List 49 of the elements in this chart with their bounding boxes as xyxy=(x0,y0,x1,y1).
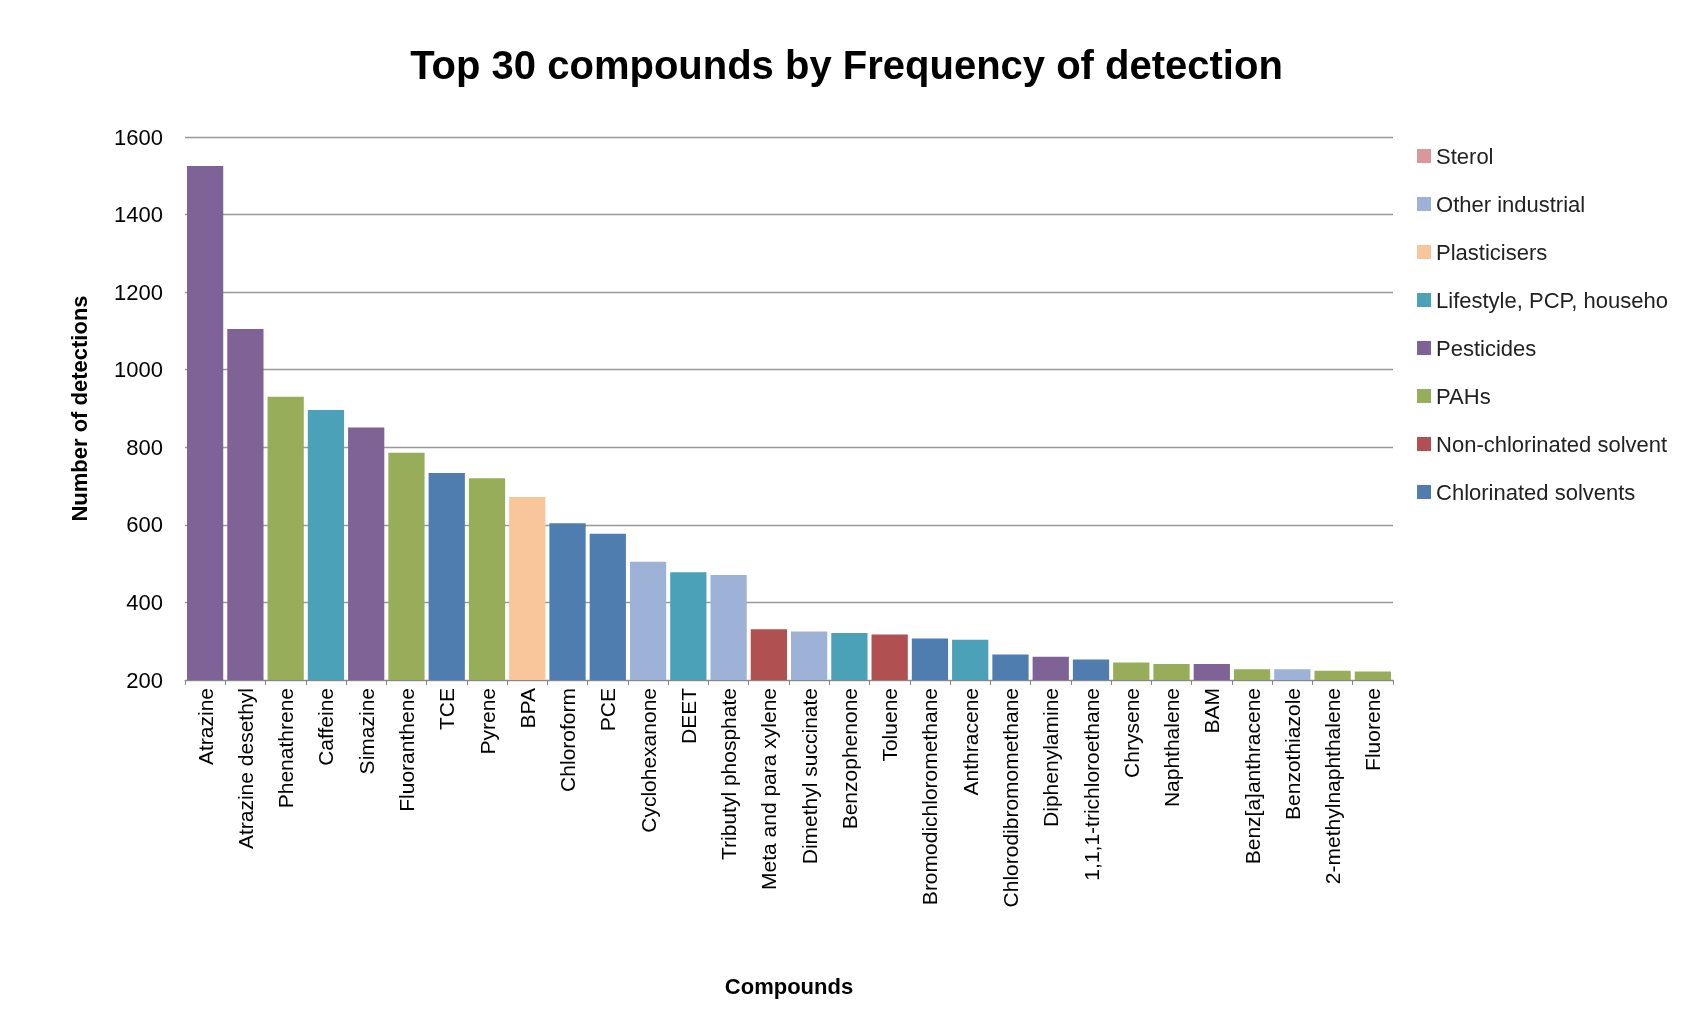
x-tick-label: Pyrene xyxy=(475,688,499,755)
x-tick-label: TCE xyxy=(435,688,459,730)
x-tick-label: Phenathrene xyxy=(274,688,298,809)
chart-title: Top 30 compounds by Frequency of detection xyxy=(410,43,1283,87)
y-tick-label: 1400 xyxy=(114,202,163,228)
y-tick-label: 600 xyxy=(126,512,163,538)
x-tick-label: Anthracene xyxy=(958,688,982,796)
x-tick-label: 2-methylnaphthalene xyxy=(1321,688,1345,885)
x-tick-label: Chrysene xyxy=(1119,688,1143,778)
x-tick-label: Fluoranthene xyxy=(394,688,418,812)
y-tick-label: 800 xyxy=(126,434,163,460)
x-tick-label: Naphthalene xyxy=(1160,688,1184,808)
x-tick-label: DEET xyxy=(676,687,700,745)
y-tick-label: 1200 xyxy=(114,279,163,305)
x-tick-label: Bromodichloromethane xyxy=(918,688,942,906)
legend-label: Other industrial xyxy=(1436,191,1586,217)
x-tick-label: Chloroform xyxy=(556,688,580,792)
legend-label: Pesticides xyxy=(1436,335,1537,361)
x-tick-label: Caffeine xyxy=(314,688,338,766)
legend-label: Lifestyle, PCP, househo xyxy=(1436,287,1668,313)
x-tick-label: Meta and para xylene xyxy=(757,688,781,890)
x-tick-label: Simazine xyxy=(354,688,378,775)
y-tick-label: 200 xyxy=(126,667,163,693)
y-tick-label: 1600 xyxy=(114,124,163,150)
x-tick-label: Atrazine desethyl xyxy=(233,688,257,850)
x-tick-label: Diphenylamine xyxy=(1039,688,1063,827)
y-axis-title: Number of detections xyxy=(66,295,92,522)
x-tick-label: 1,1,1-trichloroethane xyxy=(1079,688,1103,881)
y-tick-label: 400 xyxy=(126,589,163,615)
x-tick-label: Toluene xyxy=(878,688,902,762)
x-tick-label: PCE xyxy=(596,688,620,732)
x-tick-label: Benzothiazole xyxy=(1280,688,1304,820)
x-tick-label: Chlorodibromomethane xyxy=(998,688,1022,908)
x-tick-label: Benzophenone xyxy=(837,688,861,830)
y-tick-label: 1000 xyxy=(114,357,163,383)
x-axis-title: Compounds xyxy=(724,973,854,999)
x-tick-label: BAM xyxy=(1200,688,1224,734)
legend-label: PAHs xyxy=(1436,383,1491,409)
x-tick-label: Tributyl phosphate xyxy=(717,688,741,860)
x-tick-label: Cyclohexanone xyxy=(636,688,660,833)
legend-label: Plasticisers xyxy=(1436,239,1548,265)
x-tick-label: Fluorene xyxy=(1361,688,1385,771)
legend-label: Chlorinated solvents xyxy=(1436,479,1636,505)
x-tick-label: BPA xyxy=(515,688,539,729)
x-tick-label: Dimethyl succinate xyxy=(797,688,821,865)
x-tick-label: Benz[a]anthracene xyxy=(1240,688,1264,865)
legend-label: Sterol xyxy=(1436,143,1494,169)
legend-label: Non-chlorinated solvent xyxy=(1436,431,1668,457)
x-tick-label: Atrazine xyxy=(193,688,217,766)
